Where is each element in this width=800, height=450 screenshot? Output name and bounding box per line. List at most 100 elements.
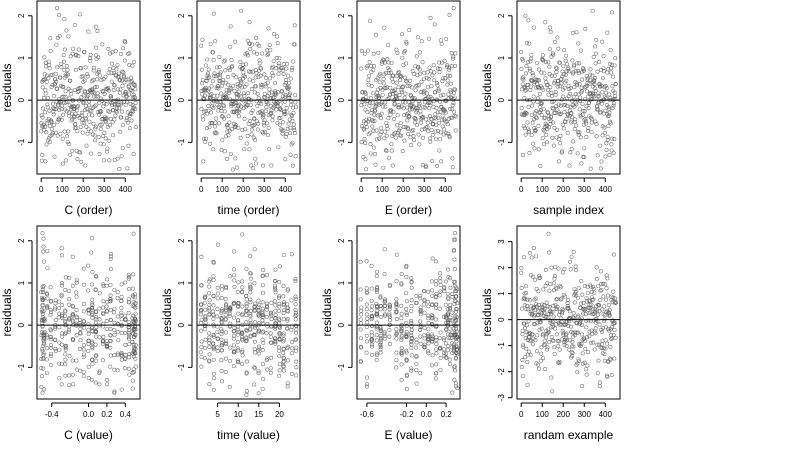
data-point (84, 143, 89, 148)
data-point (381, 81, 386, 86)
data-point (369, 84, 374, 89)
data-point (374, 320, 379, 325)
data-point (366, 78, 371, 83)
data-point (204, 78, 209, 83)
data-point (453, 51, 458, 56)
data-point (442, 58, 447, 63)
data-point (262, 91, 267, 96)
data-point (587, 329, 592, 334)
data-point (123, 280, 128, 285)
data-point (447, 67, 452, 72)
data-point (244, 62, 249, 67)
data-point (84, 94, 89, 99)
data-point (601, 54, 606, 59)
data-point (108, 293, 113, 298)
data-point (286, 344, 291, 349)
data-point (435, 163, 440, 168)
data-point (570, 98, 575, 103)
data-point (232, 326, 237, 331)
data-point (452, 279, 457, 284)
data-point (86, 327, 91, 332)
data-point (532, 297, 537, 302)
data-point (60, 136, 65, 141)
data-point (576, 71, 581, 76)
data-point (566, 306, 571, 311)
data-point (248, 276, 253, 281)
data-point (587, 299, 592, 304)
data-point (66, 142, 71, 147)
data-point (444, 98, 449, 103)
data-point (252, 366, 257, 371)
data-point (105, 382, 110, 387)
data-point (522, 296, 527, 301)
data-point (104, 116, 109, 121)
data-point (382, 330, 387, 335)
data-point (284, 62, 289, 67)
data-point (580, 66, 585, 71)
data-point (268, 366, 273, 371)
data-point (403, 75, 408, 80)
data-point (269, 317, 274, 322)
data-point (97, 152, 102, 157)
data-point (276, 61, 281, 66)
data-point (429, 127, 434, 132)
data-point (72, 87, 77, 92)
data-point (285, 384, 290, 389)
data-point (399, 326, 404, 331)
data-point (48, 299, 53, 304)
y-tick-label: 0 (177, 322, 186, 327)
data-point (409, 129, 414, 134)
data-point (236, 318, 241, 323)
data-point (80, 130, 85, 135)
data-point (378, 326, 383, 331)
data-point (99, 78, 104, 83)
data-point (394, 350, 399, 355)
data-point (397, 128, 402, 133)
data-point (437, 293, 442, 298)
data-point (394, 304, 399, 309)
data-point (273, 326, 278, 331)
data-point (60, 334, 65, 339)
data-point (551, 314, 556, 319)
data-point (67, 302, 72, 307)
data-point (70, 254, 75, 259)
data-point (73, 67, 78, 72)
data-point (450, 292, 455, 297)
data-point (102, 130, 107, 135)
data-point (278, 102, 283, 107)
y-tick-label: 1 (337, 280, 346, 285)
data-point (602, 125, 607, 130)
data-point (211, 357, 216, 362)
data-point (453, 231, 458, 236)
data-point (108, 333, 113, 338)
data-point (281, 337, 286, 342)
data-point (533, 277, 538, 282)
data-point (417, 67, 422, 72)
data-point (527, 41, 532, 46)
data-point (231, 83, 236, 88)
data-point (363, 107, 368, 112)
data-point (399, 362, 404, 367)
data-point (428, 139, 433, 144)
data-point (399, 303, 404, 308)
data-point (430, 288, 435, 293)
data-point (531, 25, 536, 30)
data-point (63, 288, 68, 293)
data-point (281, 364, 286, 369)
data-point (595, 153, 600, 158)
data-point (240, 362, 245, 367)
data-point (42, 110, 47, 115)
data-point (239, 8, 244, 13)
points-group (519, 8, 618, 171)
data-point (86, 127, 91, 132)
data-point (59, 253, 64, 258)
data-point (453, 356, 458, 361)
data-point (453, 294, 458, 299)
data-point (109, 61, 114, 66)
data-point (372, 64, 377, 69)
data-point (223, 341, 228, 346)
data-point (401, 106, 406, 111)
data-point (90, 269, 95, 274)
data-point (101, 305, 106, 310)
data-point (428, 15, 433, 20)
